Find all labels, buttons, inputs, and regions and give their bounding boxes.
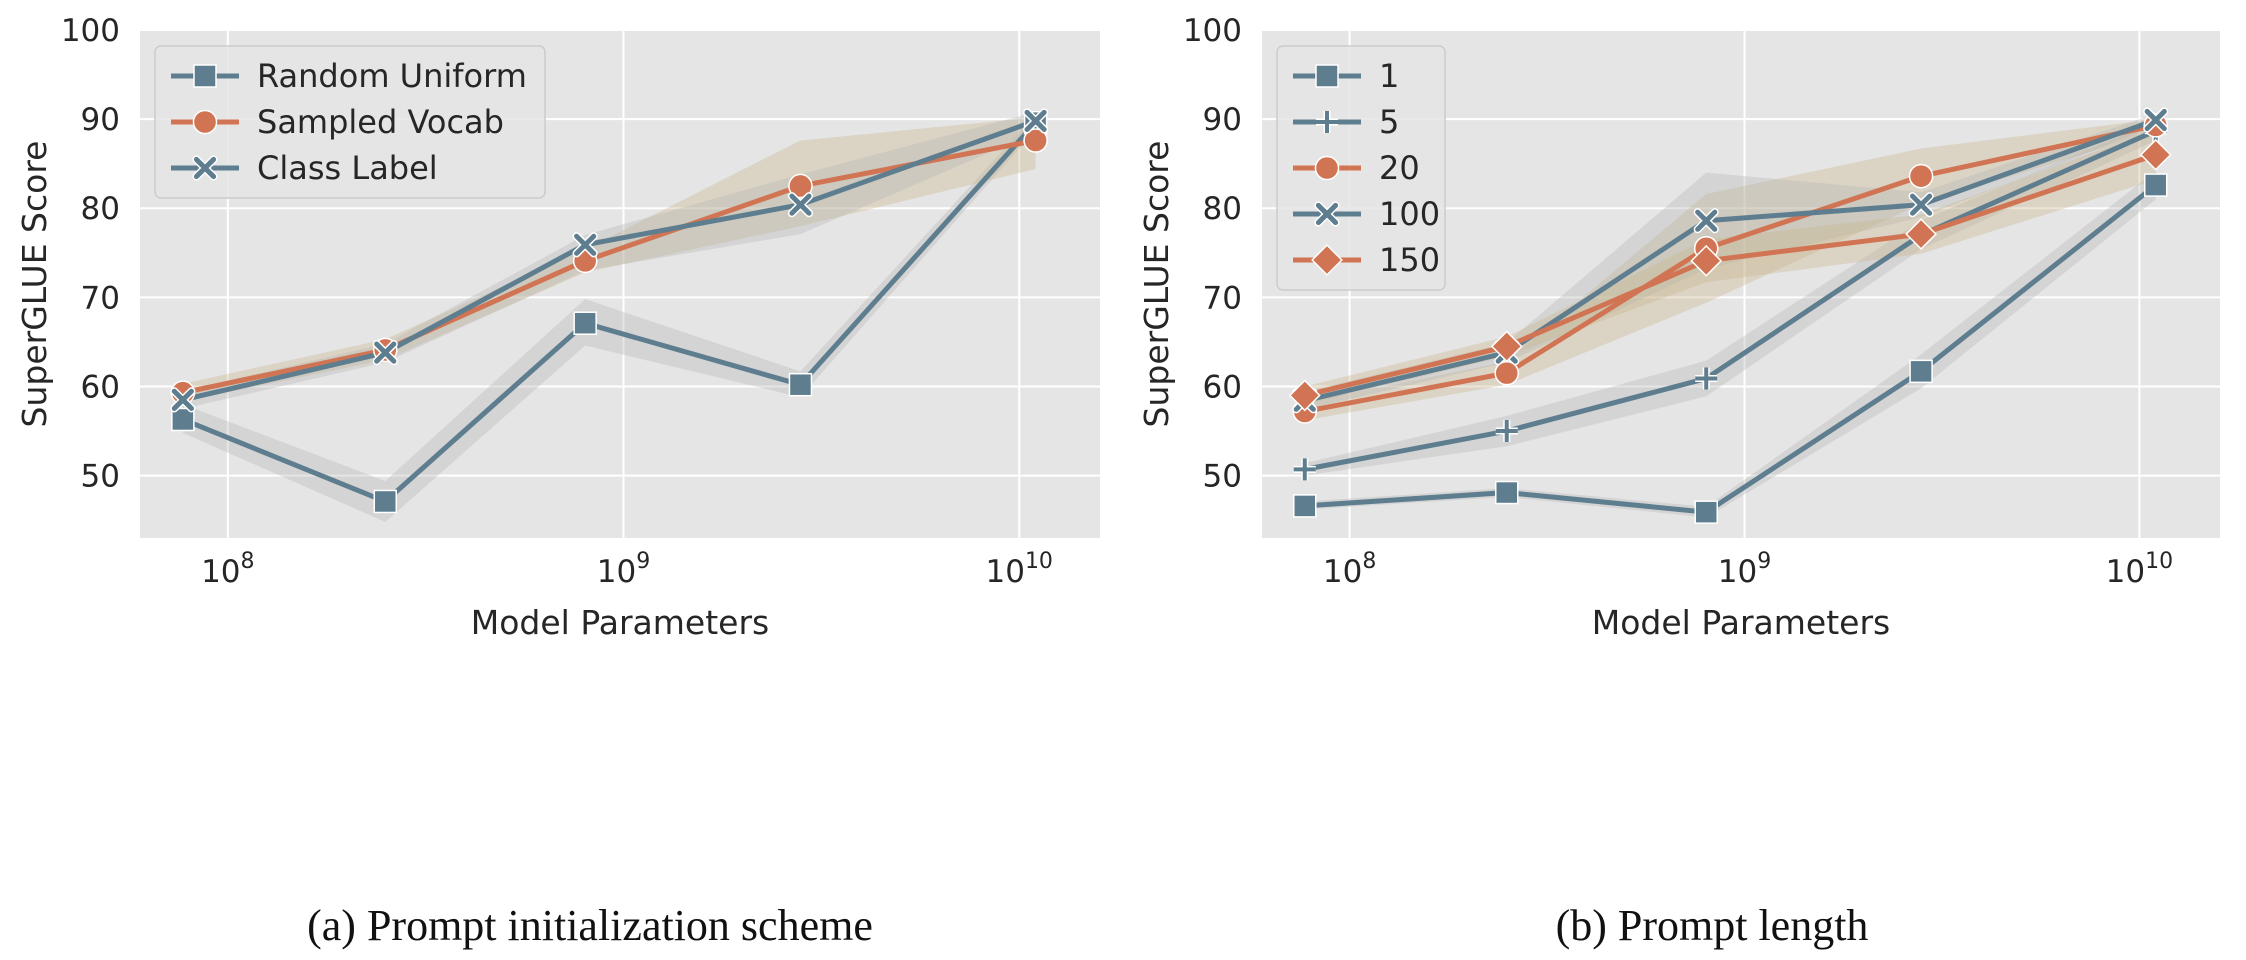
y-tick-label: 50 [81, 459, 120, 495]
data-point-5 [1495, 420, 1518, 443]
y-tick-label: 80 [1203, 191, 1242, 227]
legend-label: Sampled Vocab [257, 103, 504, 141]
x-tick-label: 108 [1323, 549, 1376, 590]
x-axis-label: Model Parameters [471, 603, 769, 642]
data-point-150 [1288, 379, 1321, 412]
data-point-sampled-vocab [1023, 128, 1048, 153]
chart-panel-b: 50 60 70 80 90 100 108 109 1010 Model Parameters S… [1137, 13, 2220, 950]
y-tick-label: 100 [61, 13, 120, 49]
data-point-random-uniform [788, 372, 813, 397]
panel-caption: (a) Prompt initialization scheme [307, 901, 873, 950]
data-point-100-stroke [1695, 209, 1718, 232]
data-point-class-label [372, 340, 398, 366]
data-point-20 [1908, 163, 1934, 189]
data-point-class-label-stroke [374, 341, 397, 364]
panel-caption: (b) Prompt length [1556, 901, 1869, 950]
data-point-sampled-vocab [788, 173, 813, 199]
data-point-5 [1293, 458, 1316, 481]
legend-marker [192, 109, 218, 135]
x-axis-label: Model Parameters [1592, 603, 1890, 642]
confidence-band-150 [1304, 129, 2156, 405]
y-tick-label: 60 [1203, 369, 1242, 405]
data-point-150 [2139, 138, 2172, 171]
data-point-class-label [572, 232, 598, 258]
data-point-1 [1495, 480, 1519, 505]
legend-label: 20 [1379, 149, 1420, 187]
data-point-100 [1693, 208, 1719, 234]
data-point-150 [1905, 218, 1937, 251]
legend-box [154, 45, 546, 199]
data-point-100-stroke [1910, 193, 1933, 216]
data-point-5 [1695, 367, 1718, 390]
confidence-band-100 [1304, 113, 2156, 410]
x-tick-label: 109 [597, 549, 650, 590]
legend-marker-stroke [1315, 202, 1339, 226]
data-point-class-label [1023, 108, 1049, 134]
y-tick-label: 90 [1203, 102, 1242, 138]
y-axis-label: SuperGLUE Score [1137, 141, 1176, 428]
data-point-1 [1909, 359, 1933, 384]
legend-label: Random Uniform [257, 57, 527, 95]
y-tick-label: 70 [81, 280, 120, 316]
y-tick-label: 50 [1203, 459, 1242, 495]
data-point-random-uniform [573, 311, 597, 335]
x-tick-label: 108 [201, 549, 254, 590]
data-point-150 [1490, 330, 1523, 363]
legend-label: 1 [1379, 57, 1399, 95]
legend-marker [192, 155, 218, 181]
legend-label: 5 [1379, 103, 1399, 141]
data-point-class-label [787, 192, 814, 218]
legend-marker [1314, 155, 1340, 181]
x-tick-label: 1010 [2106, 549, 2173, 590]
legend-marker [193, 64, 217, 88]
data-point-class-label [170, 387, 196, 413]
legend-marker [1316, 111, 1338, 133]
data-point-150 [1690, 244, 1723, 277]
data-point-1 [1293, 494, 1317, 518]
y-tick-label: 100 [1183, 13, 1242, 49]
confidence-band-random-uniform [182, 114, 1036, 522]
x-tick-label: 109 [1718, 549, 1771, 590]
legend-marker [1311, 244, 1343, 276]
data-point-class-label-stroke [171, 388, 194, 411]
legend: 1 5 20 100 150 [1276, 45, 1446, 291]
y-axis-label: SuperGLUE Score [15, 141, 54, 428]
data-point-class-label-stroke [1024, 109, 1047, 132]
confidence-band-class-label [182, 111, 1036, 409]
data-point-class-label-stroke [574, 233, 597, 256]
legend-marker-stroke [1316, 111, 1338, 133]
y-tick-label: 80 [81, 191, 120, 227]
x-tick-label: 1010 [985, 549, 1052, 590]
legend-label: 150 [1379, 241, 1440, 279]
data-point-5-stroke [1495, 420, 1518, 443]
legend-label: Class Label [257, 149, 438, 187]
data-point-1 [1694, 500, 1718, 524]
legend-marker [1315, 64, 1339, 88]
legend-marker-stroke [193, 156, 217, 180]
legend-label: 100 [1379, 195, 1440, 233]
data-point-100 [2143, 107, 2169, 133]
plot-content [170, 108, 1049, 522]
y-tick-label: 70 [1203, 280, 1242, 316]
data-point-100-stroke [2144, 108, 2167, 132]
data-point-random-uniform [373, 489, 398, 514]
data-point-5-stroke [1695, 367, 1718, 390]
confidence-band-sampled-vocab [182, 117, 1036, 402]
data-point-random-uniform [171, 407, 195, 432]
data-point-class-label-stroke [789, 193, 812, 216]
y-tick-label: 60 [81, 369, 120, 405]
data-point-100 [1908, 192, 1934, 218]
chart-panel-a: 50 60 70 80 90 100 108 109 1010 Model Parameters S… [15, 13, 1100, 950]
plot-content [1288, 107, 2172, 524]
legend-marker [1314, 201, 1340, 227]
legend: Random Uniform Sampled Vocab Class Label [154, 45, 546, 199]
data-point-5-stroke [1293, 458, 1316, 481]
y-tick-label: 90 [81, 102, 120, 138]
data-point-1 [2143, 173, 2168, 197]
